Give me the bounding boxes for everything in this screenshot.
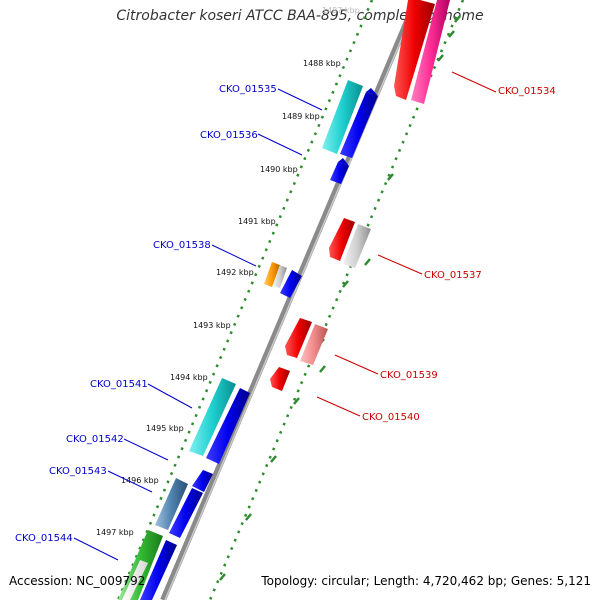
label-CKO_01536[interactable]: CKO_01536 <box>200 130 258 141</box>
label-CKO_01540[interactable]: CKO_01540 <box>362 412 420 423</box>
label-CKO_01534[interactable]: CKO_01534 <box>498 86 556 97</box>
leader-CKO_01537 <box>377 254 423 275</box>
gene-CKO_01538-orange[interactable] <box>264 262 280 287</box>
leader-CKO_01542 <box>123 438 169 461</box>
gene-CKO_01536-b-arrow <box>338 158 349 166</box>
gene-CKO_01544-white[interactable] <box>122 560 148 600</box>
label-CKO_01543[interactable]: CKO_01543 <box>49 466 107 477</box>
gene-CKO_01535[interactable] <box>322 80 363 154</box>
leader-CKO_01544 <box>73 537 119 561</box>
gene-CKO_01536-b[interactable] <box>330 162 349 184</box>
gene-CKO_01536-arrow <box>366 88 378 96</box>
label-CKO_01538[interactable]: CKO_01538 <box>153 240 211 251</box>
gene-CKO_01534-b[interactable] <box>411 0 450 104</box>
accession-label: Accession: NC_009792 <box>9 574 146 588</box>
label-CKO_01544[interactable]: CKO_01544 <box>15 533 73 544</box>
tick-label-1494: 1494 kbp <box>170 373 208 382</box>
leader-CKO_01534 <box>451 71 497 93</box>
gene-CKO_01538-gray[interactable] <box>273 265 287 288</box>
tick-label-1488: 1488 kbp <box>303 59 341 68</box>
gene-CKO_01543-blue[interactable] <box>169 488 203 538</box>
leader-CKO_01536 <box>257 133 303 156</box>
tick-label-1495: 1495 kbp <box>146 424 184 433</box>
gene-CKO_01536-a[interactable] <box>340 92 378 158</box>
gene-CKO_01540[interactable] <box>270 367 290 391</box>
leader-CKO_01539 <box>334 354 379 375</box>
tick-label-1491: 1491 kbp <box>238 217 276 226</box>
tick-label-1490: 1490 kbp <box>260 165 298 174</box>
tick-label-1497: 1497 kbp <box>96 528 134 537</box>
genome-summary: Topology: circular; Length: 4,720,462 bp… <box>261 574 591 588</box>
gene-CKO_01538-blue[interactable] <box>280 270 302 298</box>
gene-CKO_01539-a[interactable] <box>285 318 312 358</box>
leader-CKO_01540 <box>316 396 361 417</box>
label-CKO_01539[interactable]: CKO_01539 <box>380 370 438 381</box>
gene-CKO_01543[interactable] <box>155 478 188 530</box>
gene-CKO_01537-b[interactable] <box>343 224 371 268</box>
map-title: Citrobacter koseri ATCC BAA-895, complet… <box>116 8 484 24</box>
leader-CKO_01541 <box>147 383 193 409</box>
leader-CKO_01543 <box>107 470 153 493</box>
tick-label-1493: 1493 kbp <box>193 321 231 330</box>
guide-line-left <box>116 0 374 600</box>
backbone-highlight <box>164 0 419 600</box>
gene-CKO_01541-blue[interactable] <box>206 388 250 464</box>
tick-label-1489: 1489 kbp <box>282 112 320 121</box>
label-CKO_01535[interactable]: CKO_01535 <box>219 84 277 95</box>
label-CKO_01537[interactable]: CKO_01537 <box>424 270 482 281</box>
label-CKO_01542[interactable]: CKO_01542 <box>66 434 124 445</box>
leader-CKO_01538 <box>211 244 257 267</box>
gene-CKO_01534-a[interactable] <box>394 0 435 100</box>
gene-CKO_01544-blue[interactable] <box>140 540 177 600</box>
gene-CKO_01542[interactable] <box>192 470 213 492</box>
leader-CKO_01535 <box>277 88 323 111</box>
tick-label-1492: 1492 kbp <box>216 268 254 277</box>
tick-label-1496: 1496 kbp <box>121 476 159 485</box>
gene-CKO_01537-a[interactable] <box>329 218 355 261</box>
gene-CKO_01541[interactable] <box>189 378 236 456</box>
tick-label-1487: 1487 kbp <box>322 6 360 15</box>
gene-CKO_01539-b[interactable] <box>300 324 328 365</box>
label-CKO_01541[interactable]: CKO_01541 <box>90 379 148 390</box>
genome-backbone <box>160 0 419 600</box>
